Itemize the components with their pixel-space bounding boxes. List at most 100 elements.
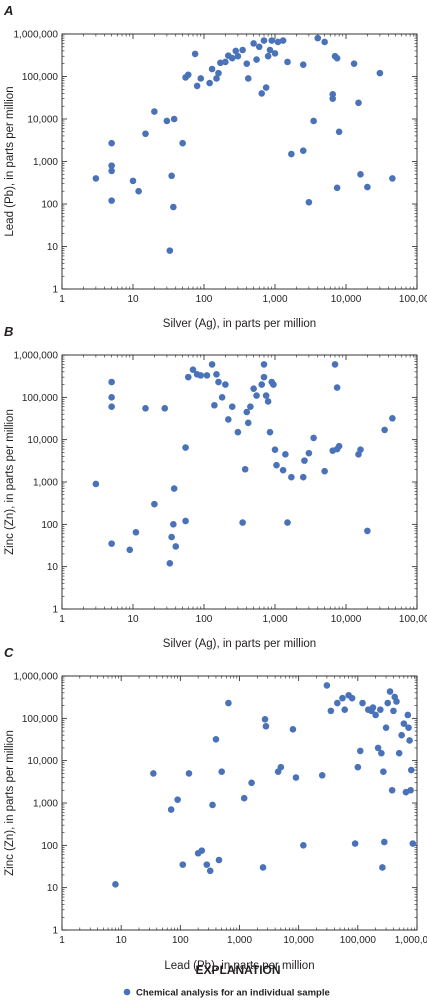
panel-a-data-point — [108, 167, 115, 175]
legend-title: EXPLANATION — [195, 963, 280, 977]
panel-c-x-axis-title: Lead (Pb), in parts per million — [164, 960, 314, 972]
panel-b-data-point — [244, 419, 252, 427]
panel-a-data-point — [253, 56, 260, 63]
panel-c-data-point — [407, 786, 414, 794]
panel-c-data-point — [240, 794, 248, 802]
panel-a-data-point — [274, 38, 282, 46]
panel-b-data-point — [357, 446, 364, 453]
panel-b-y-tick-label: 1,000 — [33, 478, 58, 489]
panel-c-y-tick-label: 10,000 — [27, 756, 58, 767]
panel-b-data-point — [170, 521, 177, 528]
panel-c-data-point — [225, 699, 232, 707]
panel-a-data-point — [170, 115, 178, 123]
panel-a-data-point — [279, 37, 287, 44]
panel-b-data-point — [262, 392, 270, 399]
panel-a-x-axis-title: Silver (Ag), in parts per million — [163, 318, 316, 330]
panel-b-data-point — [260, 361, 268, 368]
panel-c-x-tick-label: 10 — [116, 935, 128, 946]
panel-c-data-point — [359, 699, 366, 707]
panel-b-data-point — [222, 381, 229, 388]
panel-b-data-point — [305, 449, 313, 457]
panel-b-data-point — [203, 372, 211, 379]
panel-c-data-point — [380, 768, 387, 775]
panel-a-data-point — [255, 43, 263, 51]
panel-a-plot-frame — [61, 33, 418, 290]
panel-c-y-axis-title: Zinc (Zn), in parts per million — [4, 730, 16, 876]
panel-b-data-point — [239, 519, 246, 526]
panel-a-data-point — [151, 108, 158, 115]
panel-b-data-point — [310, 434, 317, 442]
panel-c-data-point — [388, 786, 396, 794]
panel-c-data-point — [351, 840, 359, 847]
panel-b-y-tick-label: 10,000 — [27, 435, 58, 446]
panel-c-x-tick-label: 1,000 — [227, 935, 252, 946]
panel-a-data-point — [268, 37, 276, 44]
panel-a-data-point — [206, 79, 213, 87]
legend: EXPLANATION Chemical analysis for an ind… — [123, 963, 330, 999]
panel-a-y-tick-label: 10,000 — [27, 115, 58, 126]
panel-c-data-point — [209, 801, 216, 809]
panel-b-data-point — [241, 465, 249, 473]
panel-c-data-point — [341, 706, 349, 713]
panel-b-data-point — [331, 361, 339, 368]
panel-b-data-point — [166, 560, 174, 567]
panel-b-data-point — [182, 517, 189, 525]
panel-a-data-point — [239, 46, 246, 54]
panel-b-x-tick-label: 1 — [59, 614, 65, 625]
panel-b-data-point — [282, 451, 289, 458]
panel-b-data-point — [108, 378, 115, 386]
panel-c-data-point — [384, 699, 392, 707]
panel-c-data-point — [206, 867, 214, 875]
panel-c-y-tick-label: 1,000 — [33, 799, 58, 810]
panel-b-data-point — [253, 392, 260, 399]
panel-a-data-point — [299, 147, 307, 154]
panel-a-data-point — [217, 59, 224, 67]
panel-c-data-point — [150, 770, 157, 777]
panel-a-x-tick-label: 100,000 — [399, 294, 427, 305]
panel-c-data-point — [378, 749, 385, 757]
panel-a-data-point — [213, 75, 220, 82]
panel-c-data-point — [198, 847, 206, 854]
panel-c-data-point — [395, 749, 403, 757]
panel-c-data-point — [356, 747, 364, 755]
panel-c-x-tick-label: 100,000 — [340, 935, 377, 946]
panel-c-data-point — [212, 735, 220, 743]
panel-b-data-point — [333, 384, 341, 391]
panel-c-data-point — [379, 864, 386, 871]
panel-a-data-point — [234, 52, 242, 60]
panel-a-y-tick-label: 100,000 — [22, 72, 59, 83]
panel-b-data-point — [142, 405, 149, 412]
panel-a-data-point — [333, 54, 341, 62]
panel-a-data-point — [108, 162, 115, 169]
panel-a-data-point — [208, 65, 216, 73]
panel-b-y-axis-title: Zinc (Zn), in parts per million — [4, 409, 16, 555]
panel-b-data-point — [243, 408, 251, 416]
panel-c-data-point — [374, 744, 382, 752]
panel-c-data-point — [327, 707, 335, 715]
panel-c-data-point — [369, 704, 377, 711]
panel-a-data-point — [168, 172, 175, 180]
panel-b-x-tick-label: 100 — [196, 614, 213, 625]
panel-c-data-point — [218, 768, 225, 775]
panel-a-data-point — [142, 130, 149, 138]
panel-a-data-point — [92, 175, 100, 182]
panel-a-data-point — [310, 117, 317, 125]
panel-b-y-tick-label: 10 — [47, 562, 59, 573]
panel-b-data-point — [260, 373, 268, 381]
panel-c-data-point — [406, 737, 413, 744]
panel-a-data-point — [163, 117, 171, 125]
panel-a-data-point — [197, 75, 205, 82]
panel-c-data-point — [259, 864, 267, 871]
panel-b-data-point — [126, 546, 134, 554]
panel-c-data-point — [354, 763, 362, 771]
panel-c-data-point — [289, 726, 297, 733]
panel-a-data-point — [355, 99, 362, 107]
panel-a-data-point — [299, 61, 307, 68]
panel-b-data-point — [213, 371, 220, 378]
panel-b-data-point — [264, 398, 272, 405]
panel-b-data-point — [215, 378, 222, 386]
panel-a-data-point — [333, 184, 341, 192]
panel-a-data-point — [250, 40, 257, 47]
panel-b-data-point — [364, 527, 371, 535]
panel-a-x-tick-label: 1 — [59, 294, 65, 305]
